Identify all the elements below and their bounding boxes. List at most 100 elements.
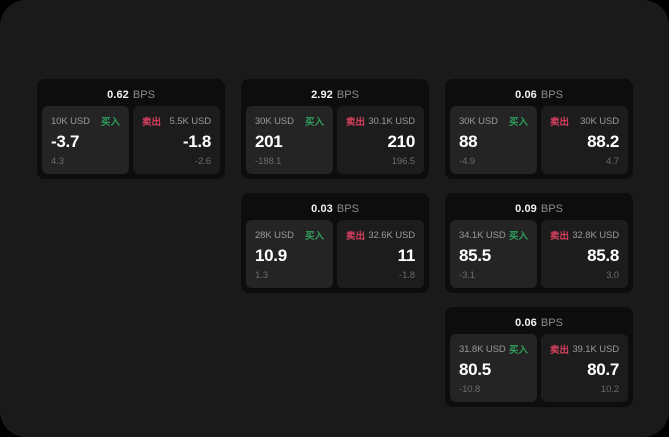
bps-value: 0.06 (515, 317, 537, 329)
sell-pane-top: 卖出 30K USD (550, 115, 619, 129)
card-header: 2.92 BPS (246, 84, 424, 106)
quote-card[interactable]: 0.03 BPS 28K USD 买入 10.9 1.3 卖出 (241, 193, 429, 293)
sell-size-label: 32.8K USD (572, 229, 619, 241)
buy-side-tag: 买入 (508, 231, 528, 242)
sell-pane-top: 卖出 32.8K USD (550, 229, 619, 243)
sell-subvalue: -1.8 (399, 269, 415, 281)
quote-card[interactable]: 2.92 BPS 30K USD 买入 201 -188.1 卖出 (241, 79, 429, 179)
quote-board: 0.62 BPS 10K USD 买入 -3.7 4.3 卖出 (37, 79, 633, 407)
quote-card[interactable]: 0.09 BPS 34.1K USD 买入 85.5 -3.1 卖出 (445, 193, 633, 293)
bps-unit: BPS (132, 89, 155, 101)
buy-pane[interactable]: 34.1K USD 买入 85.5 -3.1 (450, 220, 537, 288)
buy-pane-top: 30K USD 买入 (255, 115, 324, 129)
buy-pane[interactable]: 10K USD 买入 -3.7 4.3 (42, 106, 129, 174)
buy-price: 80.5 (459, 360, 491, 380)
sell-subvalue: 10.2 (600, 383, 619, 395)
buy-pane-top: 28K USD 买入 (255, 229, 324, 243)
buy-subvalue: -4.9 (459, 155, 475, 167)
sell-price: 88.2 (587, 132, 619, 152)
sell-side-tag: 卖出 (550, 231, 570, 242)
card-panes: 31.8K USD 买入 80.5 -10.8 卖出 39.1K USD 80.… (450, 334, 628, 402)
quote-column-2: 2.92 BPS 30K USD 买入 201 -188.1 卖出 (241, 79, 429, 293)
bps-unit: BPS (540, 317, 563, 329)
buy-price: -3.7 (51, 132, 80, 152)
sell-pane-top: 卖出 32.6K USD (346, 229, 415, 243)
buy-subvalue: -10.8 (459, 383, 481, 395)
quote-column-3: 0.06 BPS 30K USD 买入 88 -4.9 卖出 (445, 79, 633, 407)
bps-unit: BPS (540, 203, 563, 215)
sell-price: -1.8 (182, 132, 211, 152)
sell-size-label: 5.5K USD (169, 115, 212, 127)
quote-card[interactable]: 0.06 BPS 30K USD 买入 88 -4.9 卖出 (445, 79, 633, 179)
sell-price: 85.8 (587, 246, 619, 266)
quote-card[interactable]: 0.62 BPS 10K USD 买入 -3.7 4.3 卖出 (37, 79, 225, 179)
bps-value: 0.06 (515, 89, 537, 101)
buy-size-label: 10K USD (51, 115, 90, 127)
card-header: 0.62 BPS (42, 84, 220, 106)
sell-pane[interactable]: 卖出 30K USD 88.2 4.7 (541, 106, 628, 174)
card-panes: 30K USD 买入 201 -188.1 卖出 30.1K USD 210 1… (246, 106, 424, 174)
bps-value: 0.62 (107, 89, 129, 101)
bps-value: 0.03 (311, 203, 333, 215)
sell-side-tag: 卖出 (346, 117, 366, 128)
buy-side-tag: 买入 (304, 231, 324, 242)
sell-pane-top: 卖出 30.1K USD (346, 115, 415, 129)
bps-unit: BPS (540, 89, 563, 101)
buy-size-label: 28K USD (255, 229, 294, 241)
sell-size-label: 32.6K USD (368, 229, 415, 241)
sell-size-label: 39.1K USD (572, 343, 619, 355)
bps-unit: BPS (336, 203, 359, 215)
sell-price: 80.7 (587, 360, 619, 380)
sell-pane[interactable]: 卖出 32.8K USD 85.8 3.0 (541, 220, 628, 288)
buy-side-tag: 买入 (100, 117, 120, 128)
quote-card[interactable]: 0.06 BPS 31.8K USD 买入 80.5 -10.8 卖 (445, 307, 633, 407)
sell-pane[interactable]: 卖出 30.1K USD 210 196.5 (337, 106, 424, 174)
buy-size-label: 31.8K USD (459, 343, 506, 355)
sell-side-tag: 卖出 (550, 117, 570, 128)
sell-pane-top: 卖出 39.1K USD (550, 343, 619, 357)
sell-price: 210 (387, 132, 416, 152)
sell-pane[interactable]: 卖出 5.5K USD -1.8 -2.6 (133, 106, 220, 174)
buy-price: 10.9 (255, 246, 287, 266)
sell-subvalue: -2.6 (195, 155, 211, 167)
buy-price: 201 (255, 132, 283, 152)
buy-subvalue: -3.1 (459, 269, 475, 281)
buy-subvalue: -188.1 (255, 155, 282, 167)
sell-subvalue: 196.5 (391, 155, 415, 167)
buy-size-label: 30K USD (459, 115, 498, 127)
buy-pane-top: 30K USD 买入 (459, 115, 528, 129)
card-header: 0.06 BPS (450, 312, 628, 334)
buy-subvalue: 4.3 (51, 155, 64, 167)
card-header: 0.03 BPS (246, 198, 424, 220)
sell-price: 11 (397, 246, 416, 266)
sell-side-tag: 卖出 (346, 231, 366, 242)
sell-pane[interactable]: 卖出 39.1K USD 80.7 10.2 (541, 334, 628, 402)
sell-subvalue: 4.7 (606, 155, 619, 167)
buy-pane[interactable]: 31.8K USD 买入 80.5 -10.8 (450, 334, 537, 402)
buy-price: 85.5 (459, 246, 491, 266)
card-header: 0.06 BPS (450, 84, 628, 106)
buy-side-tag: 买入 (304, 117, 324, 128)
buy-pane-top: 10K USD 买入 (51, 115, 120, 129)
sell-pane-top: 卖出 5.5K USD (142, 115, 212, 129)
buy-pane[interactable]: 30K USD 买入 201 -188.1 (246, 106, 333, 174)
buy-subvalue: 1.3 (255, 269, 268, 281)
buy-price: 88 (459, 132, 478, 152)
bps-value: 0.09 (515, 203, 537, 215)
sell-pane[interactable]: 卖出 32.6K USD 11 -1.8 (337, 220, 424, 288)
buy-side-tag: 买入 (508, 345, 528, 356)
sell-side-tag: 卖出 (550, 345, 570, 356)
buy-pane-top: 34.1K USD 买入 (459, 229, 528, 243)
buy-pane-top: 31.8K USD 买入 (459, 343, 528, 357)
buy-size-label: 34.1K USD (459, 229, 506, 241)
bps-unit: BPS (336, 89, 359, 101)
sell-subvalue: 3.0 (606, 269, 619, 281)
card-header: 0.09 BPS (450, 198, 628, 220)
card-panes: 34.1K USD 买入 85.5 -3.1 卖出 32.8K USD 85.8… (450, 220, 628, 288)
card-panes: 10K USD 买入 -3.7 4.3 卖出 5.5K USD -1.8 -2.… (42, 106, 220, 174)
sell-side-tag: 卖出 (142, 117, 162, 128)
buy-pane[interactable]: 28K USD 买入 10.9 1.3 (246, 220, 333, 288)
buy-pane[interactable]: 30K USD 买入 88 -4.9 (450, 106, 537, 174)
sell-size-label: 30.1K USD (368, 115, 415, 127)
